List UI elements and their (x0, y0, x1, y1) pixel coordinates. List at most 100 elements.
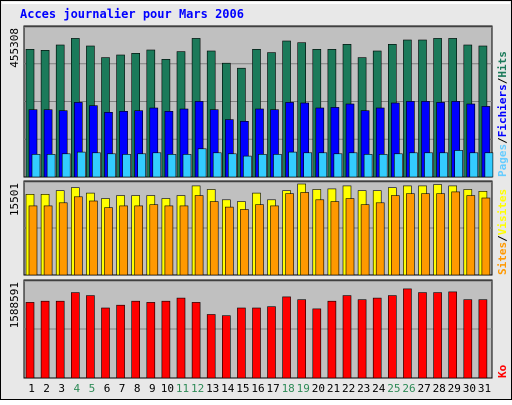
bar-pages-30 (469, 152, 479, 178)
bar-sites-16 (255, 204, 264, 276)
x-label-12: 12 (191, 382, 204, 395)
bar-pages-17 (273, 154, 282, 178)
bar-ko-25 (387, 295, 397, 379)
x-label-31: 31 (478, 382, 491, 395)
frame-highlight (2, 2, 510, 4)
bar-ko-2 (40, 300, 50, 379)
bar-pages-5 (92, 152, 101, 178)
bar-pages-25 (393, 153, 403, 178)
x-label-24: 24 (372, 382, 386, 395)
bar-ko-24 (372, 297, 382, 379)
side-legend: Sites/Visites (496, 189, 509, 275)
bar-ko-13 (206, 314, 216, 379)
bar-pages-22 (348, 152, 358, 178)
bar-ko-10 (161, 300, 171, 379)
bar-pages-16 (258, 154, 267, 178)
bar-sites-19 (300, 192, 310, 276)
bar-pages-1 (31, 154, 41, 178)
x-label-21: 21 (327, 382, 340, 395)
x-label-18: 18 (282, 382, 295, 395)
x-label-27: 27 (417, 382, 430, 395)
bar-sites-6 (104, 207, 113, 276)
bar-sites-27 (421, 193, 430, 276)
bar-sites-3 (58, 202, 68, 276)
legend-visites: Visites (496, 189, 509, 235)
bar-pages-29 (454, 150, 464, 178)
bar-sites-15 (240, 209, 249, 276)
bar-ko-5 (86, 295, 95, 379)
bar-sites-29 (451, 191, 461, 276)
bar-pages-7 (122, 154, 131, 178)
bar-sites-30 (466, 195, 476, 276)
bar-pages-12 (197, 148, 207, 178)
x-label-14: 14 (221, 382, 235, 395)
bar-pages-18 (288, 151, 297, 178)
legend-fichiers: Fichiers (496, 84, 509, 137)
bar-sites-18 (285, 193, 294, 276)
bar-ko-27 (418, 292, 427, 379)
bar-pages-19 (303, 152, 313, 178)
bar-sites-5 (89, 200, 98, 276)
bar-sites-9 (149, 204, 159, 276)
x-label-11: 11 (176, 382, 189, 395)
bar-ko-20 (312, 308, 322, 379)
bar-pages-27 (424, 152, 433, 178)
x-label-20: 20 (312, 382, 325, 395)
bar-pages-26 (409, 152, 418, 178)
bar-ko-26 (403, 288, 412, 379)
x-label-5: 5 (89, 382, 96, 395)
panel-kbytes: 1588591 Ko (8, 279, 509, 379)
bar-pages-28 (439, 152, 448, 178)
x-label-1: 1 (28, 382, 35, 395)
x-label-28: 28 (433, 382, 446, 395)
bar-sites-23 (360, 204, 370, 276)
x-label-2: 2 (43, 382, 50, 395)
bar-pages-15 (243, 155, 252, 178)
bar-pages-10 (167, 154, 177, 178)
x-label-9: 9 (149, 382, 156, 395)
bar-ko-17 (267, 306, 276, 379)
bar-sites-26 (406, 193, 415, 276)
y-max-label: 15501 (8, 183, 21, 216)
x-label-30: 30 (463, 382, 476, 395)
bar-pages-20 (318, 152, 328, 178)
bar-pages-4 (77, 151, 86, 178)
x-label-4: 4 (73, 382, 80, 395)
bar-sites-21 (330, 201, 340, 276)
x-axis-labels: 1 2 3 4 5 6 7 8 9 10 11 12 13 14 15 16 17 18 19 20 21 22 23 24 2… (28, 382, 491, 395)
x-label-16: 16 (251, 382, 264, 395)
x-label-25: 25 (387, 382, 400, 395)
bar-pages-2 (46, 154, 56, 178)
x-label-29: 29 (448, 382, 461, 395)
bar-sites-20 (315, 199, 325, 276)
chart-title: Acces journalier pour Mars 2006 (20, 7, 244, 21)
bar-sites-10 (164, 205, 174, 276)
bar-ko-16 (252, 307, 261, 379)
bar-ko-31 (478, 299, 488, 379)
bar-ko-30 (463, 299, 473, 379)
bar-pages-21 (333, 153, 343, 178)
bar-ko-18 (282, 296, 291, 379)
bar-sites-14 (225, 206, 234, 276)
legend-hits: Hits (496, 51, 509, 78)
y-max-label: 1588591 (8, 282, 21, 328)
bar-pages-8 (137, 153, 146, 178)
bar-sites-28 (436, 193, 445, 276)
legend-separator: / (496, 137, 509, 144)
x-label-7: 7 (119, 382, 126, 395)
side-legend: Ko (496, 364, 509, 378)
bar-ko-14 (222, 315, 231, 379)
bar-ko-15 (237, 307, 246, 379)
x-label-6: 6 (104, 382, 111, 395)
x-label-15: 15 (236, 382, 249, 395)
x-label-8: 8 (134, 382, 141, 395)
bar-sites-4 (74, 196, 83, 276)
legend-separator: / (496, 77, 509, 84)
bar-sites-31 (481, 197, 491, 276)
bar-pages-11 (182, 154, 192, 178)
bar-pages-6 (107, 153, 116, 178)
legend-sites: Sites (496, 242, 509, 275)
bar-ko-1 (25, 302, 35, 379)
side-legend: Pages/Fichiers/Hits (496, 51, 509, 177)
